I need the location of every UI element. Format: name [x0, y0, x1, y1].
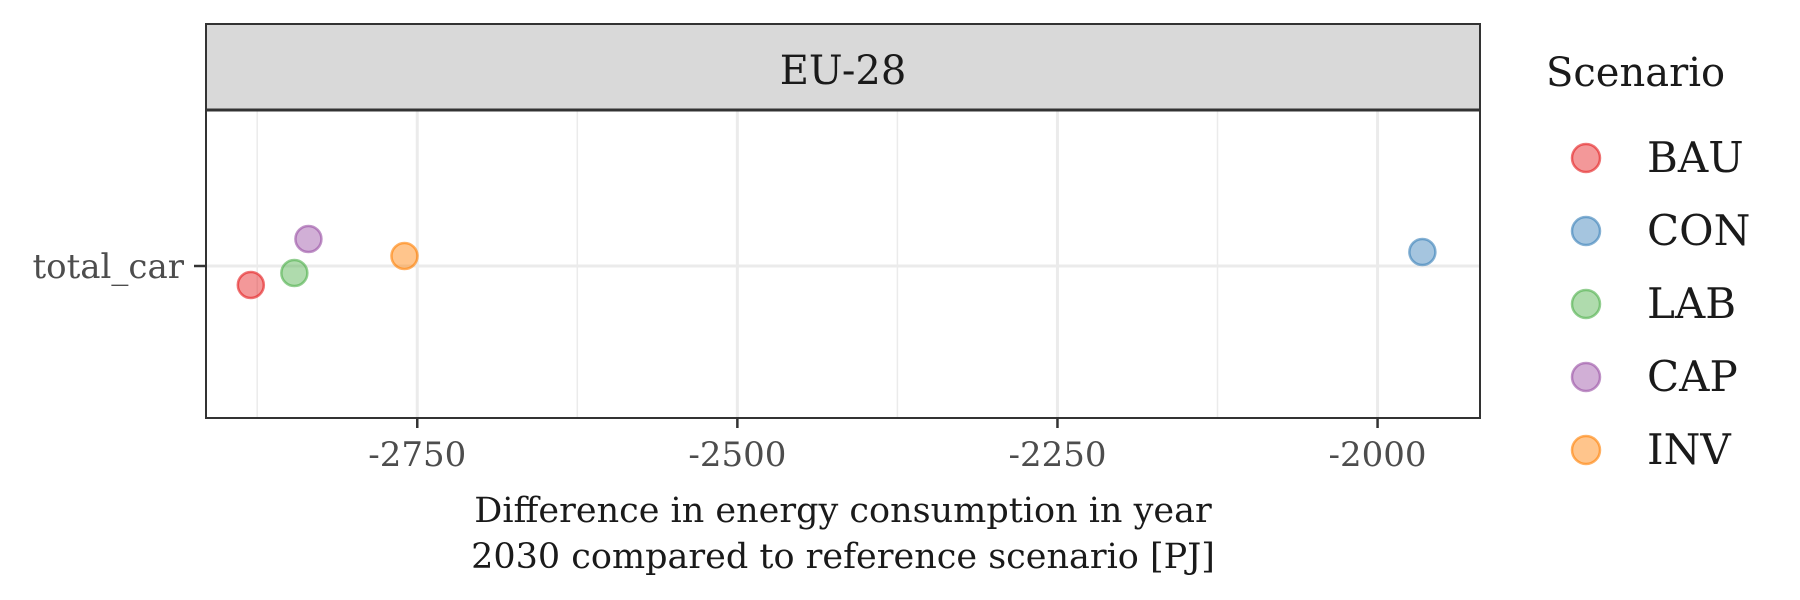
x-axis-label-line-2: 2030 compared to reference scenario [PJ] — [471, 537, 1215, 577]
point-cap — [294, 224, 323, 254]
grid-major — [206, 110, 1480, 418]
x-axis-label-line-1: Difference in energy consumption in year — [474, 491, 1212, 531]
grid-minor — [256, 110, 1219, 418]
legend-label-con: CON — [1647, 206, 1750, 255]
x-tick-label: -2750 — [368, 435, 466, 475]
legend-key-bau — [1570, 142, 1602, 174]
x-tick-label: -2500 — [688, 435, 786, 475]
point-con — [1408, 237, 1437, 267]
facet-strip — [205, 23, 1481, 111]
point-lab — [280, 258, 309, 288]
legend-label-bau: BAU — [1647, 133, 1744, 182]
point-inv — [390, 241, 419, 271]
x-axis-ticks: -2750 -2500 -2250 -2000 — [368, 418, 1427, 475]
legend: BAU CON LAB CAP INV — [1570, 133, 1750, 474]
y-tick-label: total_car — [32, 247, 184, 287]
data-points — [236, 224, 1437, 300]
legend-key-lab — [1570, 288, 1602, 320]
legend-title: Scenario — [1546, 50, 1725, 96]
legend-key-con — [1570, 215, 1602, 247]
x-tick-label: -2000 — [1329, 435, 1427, 475]
legend-label-lab: LAB — [1647, 279, 1736, 328]
legend-label-inv: INV — [1647, 425, 1731, 474]
legend-key-inv — [1570, 434, 1602, 466]
x-tick-label: -2250 — [1008, 435, 1106, 475]
legend-label-cap: CAP — [1647, 352, 1738, 401]
facet-label: EU-28 — [780, 48, 907, 94]
legend-key-cap — [1570, 361, 1602, 393]
point-bau — [236, 270, 266, 300]
